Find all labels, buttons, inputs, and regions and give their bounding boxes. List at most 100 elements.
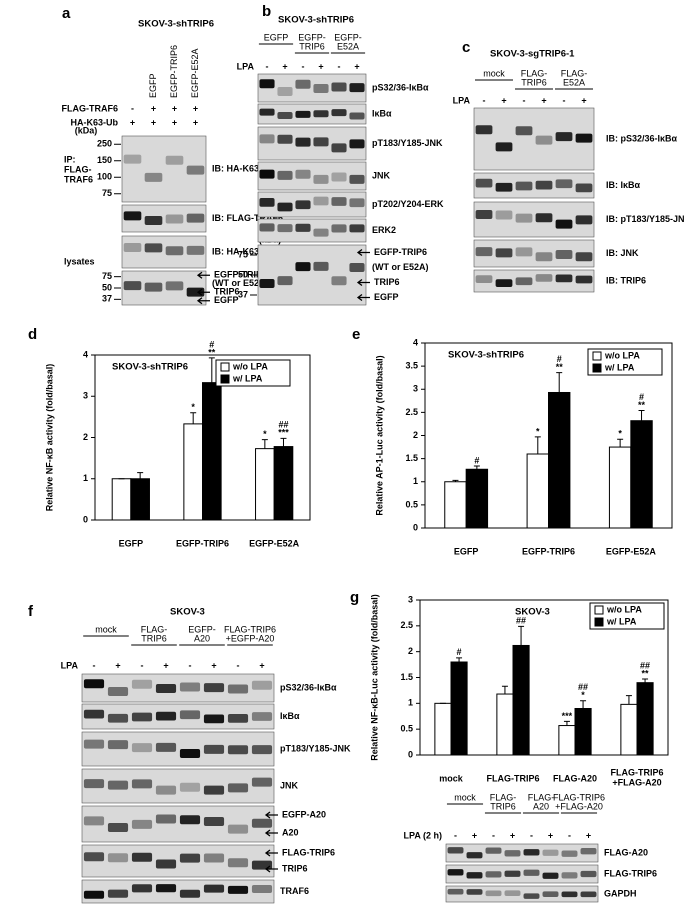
error-bar bbox=[280, 437, 287, 447]
band bbox=[203, 714, 225, 724]
treatment-sign: + bbox=[211, 660, 216, 670]
band bbox=[331, 82, 347, 92]
lane-header: EGFP- bbox=[188, 624, 216, 634]
band-label: TRIP6 bbox=[282, 863, 308, 873]
x-tick-label: FLAG-A20 bbox=[553, 773, 597, 783]
band bbox=[447, 869, 464, 876]
x-tick-label: EGFP bbox=[454, 546, 479, 556]
band bbox=[259, 223, 275, 232]
band bbox=[495, 182, 513, 192]
treatment-sign: + bbox=[472, 830, 477, 840]
y-tick-label: 4 bbox=[413, 337, 418, 347]
lane-header: TRIP6 bbox=[141, 633, 167, 643]
error-bar bbox=[617, 438, 624, 448]
band bbox=[144, 215, 163, 225]
treatment-sign: - bbox=[563, 95, 566, 105]
y-axis-label: Relative AP-1-Luc activity (fold/basal) bbox=[374, 355, 384, 515]
legend-swatch bbox=[592, 351, 602, 361]
band bbox=[495, 210, 513, 220]
side-label: IP: bbox=[64, 154, 76, 164]
legend-label: w/ LPA bbox=[232, 373, 263, 383]
band bbox=[277, 276, 293, 286]
band bbox=[227, 858, 249, 868]
lane-header: EGFP-TRIP6 bbox=[169, 45, 179, 98]
error-bar bbox=[642, 678, 649, 683]
band bbox=[131, 679, 153, 689]
band bbox=[179, 782, 201, 792]
kda-label: (kDa) bbox=[75, 125, 98, 135]
band bbox=[535, 274, 553, 282]
blot bbox=[121, 235, 207, 269]
marker-label: 250 bbox=[97, 139, 112, 149]
band bbox=[83, 679, 105, 689]
band bbox=[203, 884, 225, 893]
band bbox=[295, 169, 311, 179]
legend-swatch bbox=[220, 374, 230, 384]
band-label: ERK2 bbox=[372, 225, 396, 235]
band-label: FLAG-TRIP6 bbox=[604, 868, 657, 878]
band bbox=[144, 282, 163, 292]
chart-title: SKOV-3-shTRIP6 bbox=[448, 350, 524, 361]
band bbox=[83, 816, 105, 826]
arrow bbox=[356, 278, 370, 287]
band bbox=[259, 169, 275, 179]
treatment-sign: + bbox=[318, 61, 323, 71]
bar bbox=[630, 420, 653, 529]
band bbox=[251, 818, 273, 828]
band bbox=[475, 125, 493, 135]
x-tick-label: EGFP-TRIP6 bbox=[176, 538, 229, 548]
legend-label: w/o LPA bbox=[232, 361, 268, 371]
band bbox=[259, 79, 275, 89]
band bbox=[83, 739, 105, 749]
band bbox=[83, 709, 105, 719]
error-bar bbox=[534, 436, 541, 454]
band bbox=[485, 890, 502, 897]
band bbox=[575, 133, 593, 143]
treatment-sign: + bbox=[586, 830, 591, 840]
treatment-sign: + bbox=[172, 117, 177, 127]
panel-label: a bbox=[62, 5, 71, 22]
lane-header: mock bbox=[483, 68, 505, 78]
band bbox=[575, 252, 593, 262]
y-tick-label: 1 bbox=[408, 698, 413, 708]
band bbox=[504, 850, 521, 857]
band-label: TRAF6 bbox=[280, 886, 309, 896]
blot bbox=[445, 885, 599, 903]
band bbox=[313, 261, 329, 271]
y-tick-label: 2 bbox=[83, 432, 88, 442]
band-label: FLAG-A20 bbox=[604, 847, 648, 857]
marker-label: 50 bbox=[238, 269, 248, 279]
bar bbox=[202, 382, 222, 521]
band bbox=[331, 172, 347, 182]
marker-label: 75 bbox=[102, 188, 112, 198]
lane-header: FLAG- bbox=[561, 68, 588, 78]
band bbox=[349, 83, 365, 93]
band-label: JNK bbox=[280, 780, 299, 790]
x-tick-label: mock bbox=[439, 773, 464, 783]
band bbox=[313, 110, 329, 118]
band bbox=[227, 783, 249, 793]
y-tick-label: 2 bbox=[408, 646, 413, 656]
blot bbox=[257, 191, 367, 218]
band-label: TRIP6 bbox=[214, 287, 240, 297]
band bbox=[542, 849, 559, 856]
treatment-sign: + bbox=[282, 61, 287, 71]
x-tick-label: +FLAG-A20 bbox=[612, 777, 661, 787]
significance: * bbox=[618, 429, 622, 439]
band bbox=[515, 181, 533, 191]
band bbox=[251, 777, 273, 787]
treatment-sign: + bbox=[193, 117, 198, 127]
error-bar bbox=[261, 439, 268, 449]
treatment-sign: + bbox=[130, 117, 135, 127]
blot bbox=[81, 879, 275, 904]
panel-title: SKOV-3-shTRIP6 bbox=[278, 15, 354, 26]
bar bbox=[548, 391, 571, 529]
treatment-name: LPA bbox=[61, 660, 79, 670]
band bbox=[331, 109, 347, 117]
lane-header: A20 bbox=[194, 633, 210, 643]
band bbox=[277, 134, 293, 144]
blot bbox=[81, 844, 275, 878]
band bbox=[580, 848, 597, 855]
band bbox=[131, 779, 153, 789]
legend-label: w/ LPA bbox=[606, 616, 637, 626]
